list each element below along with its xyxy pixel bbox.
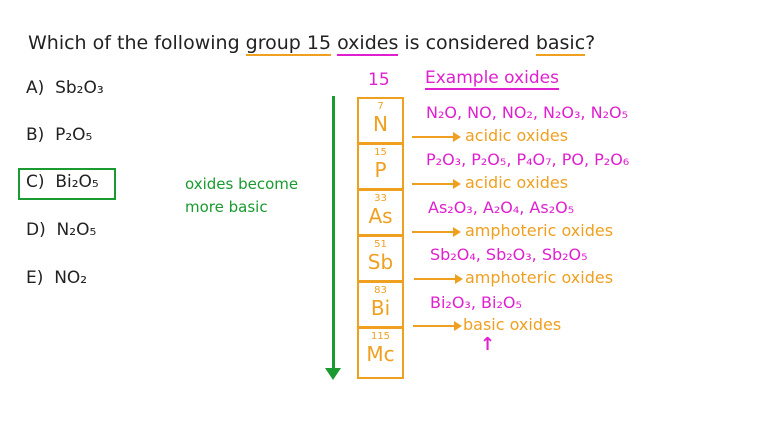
element-symbol: Mc (366, 342, 395, 366)
atomic-number: 115 (370, 331, 391, 342)
option-d[interactable]: D) N₂O₅ (26, 220, 96, 240)
option-label: B) (26, 125, 45, 145)
question-text: Which of the following group 15 oxides i… (28, 32, 596, 56)
option-formula: P₂O₅ (55, 125, 93, 145)
arrow-right-icon (412, 132, 461, 142)
atomic-number: 7 (377, 101, 384, 112)
question-part: ? (585, 32, 596, 54)
type-as: amphoteric oxides (465, 221, 614, 240)
option-formula: Bi₂O₅ (55, 172, 99, 192)
option-a[interactable]: A) Sb₂O₃ (26, 78, 104, 98)
option-formula: N₂O₅ (56, 220, 97, 240)
option-label: E) (26, 268, 44, 288)
option-label: D) (26, 220, 46, 240)
type-bi: basic oxides (463, 315, 562, 334)
oxides-bi: Bi₂O₃, Bi₂O₅ (430, 293, 522, 312)
element-symbol: As (368, 204, 393, 228)
question-basic: basic (535, 32, 586, 56)
element-cell-as: 33 As (357, 189, 404, 236)
question-oxides: oxides (337, 32, 399, 56)
element-symbol: Sb (367, 250, 394, 274)
oxides-as: As₂O₃, A₂O₄, As₂O₅ (428, 198, 575, 217)
arrow-right-icon (412, 179, 461, 189)
atomic-number: 33 (374, 193, 387, 204)
question-part: is considered (398, 32, 536, 54)
element-cell-mc: 115 Mc (357, 327, 404, 379)
type-sb: amphoteric oxides (465, 268, 614, 287)
type-n: acidic oxides (465, 126, 569, 145)
trend-line2: more basic (185, 198, 268, 216)
option-e[interactable]: E) NO₂ (26, 268, 87, 288)
group-number: 15 (368, 70, 390, 90)
up-arrow-icon: ↑ (480, 334, 496, 355)
option-formula: Sb₂O₃ (55, 78, 104, 98)
oxides-p: P₂O₃, P₂O₅, P₄O₇, PO, P₂O₆ (426, 150, 630, 169)
type-p: acidic oxides (465, 173, 569, 192)
element-symbol: Bi (370, 296, 391, 320)
arrow-right-icon (414, 274, 463, 284)
arrow-head-icon (325, 368, 341, 380)
option-label: A) (26, 78, 45, 98)
oxides-n: N₂O, NO, NO₂, N₂O₃, N₂O₅ (426, 103, 628, 122)
element-cell-sb: 51 Sb (357, 235, 404, 282)
oxides-sb: Sb₂O₄, Sb₂O₃, Sb₂O₅ (430, 245, 588, 264)
element-cell-bi: 83 Bi (357, 281, 404, 328)
option-label: C) (26, 172, 45, 192)
option-formula: NO₂ (54, 268, 88, 288)
trend-line1: oxides become (185, 175, 299, 193)
element-symbol: N (373, 112, 388, 136)
atomic-number: 15 (374, 147, 387, 158)
question-part: Which of the following (28, 32, 246, 54)
examples-heading: Example oxides (425, 68, 559, 90)
option-c[interactable]: C) Bi₂O₅ (26, 172, 99, 192)
atomic-number: 51 (374, 239, 387, 250)
arrow-right-icon (413, 321, 462, 331)
arrow-right-icon (412, 227, 461, 237)
question-group: group 15 (245, 32, 332, 56)
option-b[interactable]: B) P₂O₅ (26, 125, 92, 145)
selected-option-box (18, 168, 116, 200)
element-cell-p: 15 P (357, 143, 404, 190)
atomic-number: 83 (374, 285, 387, 296)
element-symbol: P (374, 158, 387, 182)
down-arrow-icon (332, 96, 335, 374)
